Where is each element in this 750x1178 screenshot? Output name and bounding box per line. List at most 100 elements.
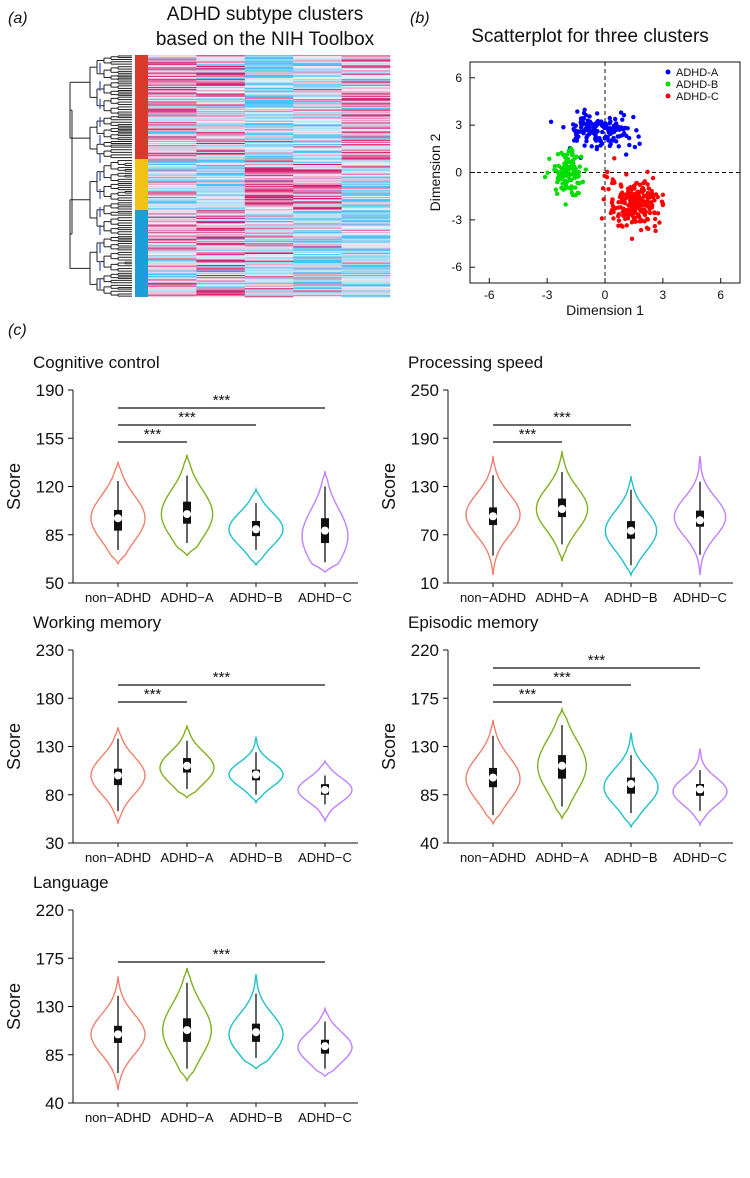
- heatmap-cell: [196, 92, 246, 94]
- heatmap-cell: [148, 115, 197, 117]
- scatter-point: [581, 110, 587, 116]
- heatmap-cell: [148, 246, 197, 248]
- heatmap-cell: [341, 143, 391, 145]
- heatmap-cell: [341, 202, 391, 204]
- heatmap-cell: [196, 239, 246, 242]
- heatmap-cell: [148, 272, 197, 275]
- scatter-point: [563, 202, 568, 207]
- heatmap-cell: [196, 141, 246, 144]
- heatmap-cell: [196, 256, 246, 258]
- heatmap-cell: [244, 62, 294, 65]
- heatmap-cell: [196, 234, 246, 236]
- heatmap-cell: [244, 89, 294, 91]
- heatmap-cell: [244, 224, 294, 226]
- heatmap-cell: [148, 140, 197, 143]
- heatmap-cell: [293, 176, 342, 178]
- heatmap-cell: [148, 107, 197, 110]
- heatmap-cell: [196, 129, 246, 132]
- heatmap-cell: [341, 113, 391, 115]
- heatmap-cell: [293, 122, 342, 124]
- scatter-point: [645, 193, 650, 198]
- heatmap-cell: [148, 216, 197, 219]
- heatmap-cell: [196, 294, 246, 297]
- heatmap-cell: [293, 221, 342, 223]
- heatmap-cell: [293, 235, 342, 237]
- heatmap-cell: [196, 183, 246, 186]
- heatmap-cell: [196, 66, 246, 68]
- heatmap-cell: [148, 139, 197, 142]
- heatmap-cell: [148, 168, 197, 170]
- heatmap-cell: [196, 151, 246, 154]
- heatmap-cell: [341, 67, 391, 69]
- scatter-point: [604, 123, 609, 128]
- heatmap-cell: [196, 157, 246, 159]
- scatter-point: [624, 133, 629, 139]
- scatter-point: [649, 188, 654, 194]
- heatmap-cell: [341, 176, 391, 178]
- heatmap-cell: [293, 170, 342, 172]
- heatmap-cell: [293, 209, 342, 211]
- heatmap-cell: [244, 155, 294, 157]
- heatmap-cell: [244, 128, 294, 131]
- scatter-point: [570, 151, 575, 157]
- heatmap-cell: [148, 182, 197, 184]
- heatmap-cell: [196, 179, 246, 181]
- heatmap-cell: [244, 223, 294, 225]
- heatmap-cell: [341, 288, 391, 290]
- heatmap-cell: [341, 132, 391, 134]
- x-tick-label: ADHD−C: [298, 590, 352, 605]
- heatmap-cell: [244, 127, 294, 129]
- y-tick-label: 130: [36, 738, 64, 757]
- heatmap-cell: [148, 150, 197, 153]
- heatmap-cell: [196, 264, 246, 266]
- heatmap-cell: [293, 161, 342, 164]
- heatmap-cell: [148, 106, 197, 109]
- heatmap-cell: [244, 150, 294, 153]
- heatmap-cell: [244, 59, 294, 61]
- heatmap-cell: [293, 276, 342, 278]
- heatmap-cell: [244, 199, 294, 201]
- heatmap-cell: [196, 115, 246, 117]
- scatter-point: [644, 225, 650, 231]
- heatmap-cell: [148, 169, 197, 171]
- heatmap-cell: [341, 187, 391, 189]
- heatmap-cell: [244, 152, 294, 155]
- heatmap-cell: [244, 123, 294, 125]
- heatmap-cell: [244, 144, 294, 146]
- heatmap-cell: [244, 63, 294, 66]
- heatmap-cell: [244, 189, 294, 191]
- x-tick-label: 6: [717, 288, 724, 302]
- heatmap-cell: [341, 188, 391, 190]
- heatmap-cell: [244, 66, 294, 68]
- scatter-point: [569, 184, 574, 189]
- heatmap-cell: [293, 70, 342, 72]
- heatmap-cell: [341, 183, 391, 186]
- heatmap-cell: [148, 227, 197, 230]
- heatmap-cell: [244, 77, 294, 79]
- heatmap-cell: [196, 180, 246, 182]
- heatmap-cell: [244, 112, 294, 114]
- heatmap-cell: [341, 275, 391, 277]
- heatmap-cell: [148, 80, 197, 82]
- heatmap-cell: [341, 161, 391, 164]
- heatmap-cell: [341, 145, 391, 147]
- heatmap-cell: [244, 91, 294, 93]
- y-tick-label: 85: [45, 1046, 64, 1065]
- heatmap-cell: [196, 254, 246, 256]
- heatmap-cell: [341, 238, 391, 241]
- heatmap-cell: [196, 232, 246, 234]
- heatmap-cell: [341, 242, 391, 244]
- scatter-point: [578, 125, 584, 130]
- heatmap-cell: [341, 59, 391, 61]
- y-tick-label: 40: [45, 1094, 64, 1113]
- scatter-point: [600, 186, 606, 191]
- heatmap-cell: [244, 291, 294, 293]
- y-tick-label: 85: [45, 526, 64, 545]
- heatmap-cell: [293, 79, 342, 81]
- heatmap-cell: [196, 99, 246, 101]
- heatmap-cell: [244, 293, 294, 296]
- cluster-bar-segment: [135, 55, 148, 160]
- heatmap-cell: [148, 161, 197, 164]
- heatmap-cell: [148, 268, 197, 270]
- significance-label: ***: [519, 686, 537, 703]
